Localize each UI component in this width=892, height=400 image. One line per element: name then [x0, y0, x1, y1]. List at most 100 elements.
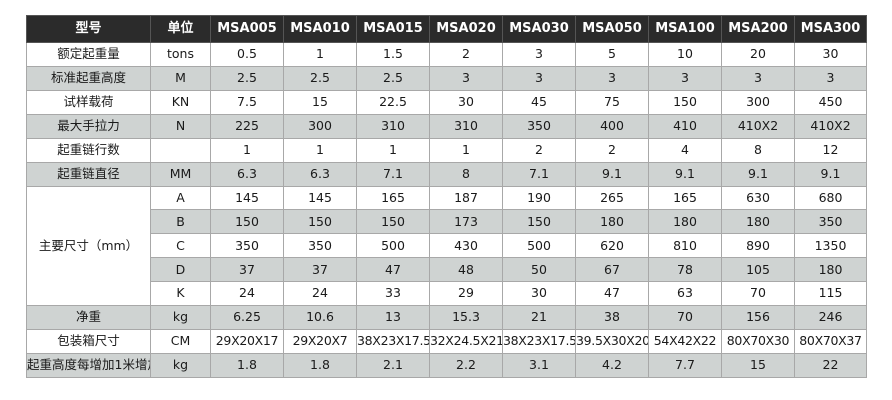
- row-label: 包装箱尺寸: [26, 329, 151, 354]
- table-row: 试样载荷 KN 7.5 15 22.5 30 45 75 150 300 450: [26, 89, 867, 115]
- value-cell: 20: [721, 42, 795, 67]
- value-cell: 190: [502, 185, 576, 211]
- unit-cell: kg: [150, 305, 211, 331]
- value-cell: 10.6: [283, 305, 357, 331]
- value-cell: 300: [283, 113, 357, 139]
- value-cell: 1: [429, 137, 503, 163]
- value-cell: 3: [575, 65, 649, 91]
- value-cell: 150: [648, 89, 722, 115]
- table-row: C 350 350 500 430 500 620 810 890 1350: [27, 233, 867, 259]
- unit-cell: K: [150, 281, 211, 307]
- unit-cell: [150, 137, 211, 163]
- value-cell: 350: [283, 233, 357, 259]
- value-cell: 24: [283, 281, 357, 307]
- table-row: B 150 150 150 173 150 180 180 180 350: [27, 209, 867, 235]
- unit-cell: A: [150, 185, 211, 211]
- value-cell: 29X20X7: [283, 329, 357, 354]
- header-cell: MSA050: [575, 15, 649, 43]
- value-cell: 15: [721, 352, 795, 379]
- value-cell: 9.1: [648, 161, 722, 187]
- value-cell: 80X70X37: [794, 329, 867, 354]
- value-cell: 48: [429, 257, 503, 283]
- value-cell: 3: [794, 65, 867, 91]
- spec-table: 型号 单位 MSA005 MSA010 MSA015 MSA020 MSA030…: [26, 15, 867, 379]
- value-cell: 67: [575, 257, 649, 283]
- value-cell: 78: [648, 257, 722, 283]
- value-cell: 500: [356, 233, 430, 259]
- value-cell: 75: [575, 89, 649, 115]
- value-cell: 2.1: [356, 352, 430, 379]
- value-cell: 400: [575, 113, 649, 139]
- row-label: 试样载荷: [26, 89, 151, 115]
- value-cell: 38X23X17.5: [356, 329, 430, 354]
- value-cell: 225: [210, 113, 284, 139]
- value-cell: 3: [502, 65, 576, 91]
- value-cell: 29: [429, 281, 503, 307]
- value-cell: 180: [721, 209, 795, 235]
- value-cell: 1.8: [210, 352, 284, 379]
- unit-cell: M: [150, 65, 211, 91]
- value-cell: 150: [356, 209, 430, 235]
- value-cell: 9.1: [794, 161, 867, 187]
- value-cell: 6.25: [210, 305, 284, 331]
- value-cell: 2: [575, 137, 649, 163]
- value-cell: 2: [429, 42, 503, 67]
- value-cell: 350: [502, 113, 576, 139]
- row-label: 标准起重高度: [26, 65, 151, 91]
- value-cell: 38: [575, 305, 649, 331]
- value-cell: 13: [356, 305, 430, 331]
- table-row: K 24 24 33 29 30 47 63 70 115: [27, 281, 867, 307]
- row-label: 起重链直径: [26, 161, 151, 187]
- value-cell: 1: [210, 137, 284, 163]
- value-cell: 2.2: [429, 352, 503, 379]
- dimensions-label: 主要尺寸（mm）: [26, 185, 151, 307]
- row-label: 额定起重量: [26, 42, 151, 67]
- value-cell: 7.1: [356, 161, 430, 187]
- header-cell: MSA100: [648, 15, 722, 43]
- value-cell: 620: [575, 233, 649, 259]
- value-cell: 6.3: [210, 161, 284, 187]
- value-cell: 246: [794, 305, 867, 331]
- value-cell: 38X23X17.5: [502, 329, 576, 354]
- value-cell: 310: [429, 113, 503, 139]
- value-cell: 3: [721, 65, 795, 91]
- value-cell: 50: [502, 257, 576, 283]
- value-cell: 21: [502, 305, 576, 331]
- value-cell: 1: [283, 137, 357, 163]
- value-cell: 173: [429, 209, 503, 235]
- value-cell: 150: [210, 209, 284, 235]
- value-cell: 430: [429, 233, 503, 259]
- value-cell: 32X24.5X21: [429, 329, 503, 354]
- header-cell: MSA015: [356, 15, 430, 43]
- value-cell: 410X2: [721, 113, 795, 139]
- value-cell: 9.1: [721, 161, 795, 187]
- value-cell: 54X42X22: [648, 329, 722, 354]
- header-cell: 单位: [150, 15, 211, 43]
- value-cell: 680: [794, 185, 867, 211]
- value-cell: 165: [356, 185, 430, 211]
- value-cell: 6.3: [283, 161, 357, 187]
- value-cell: 150: [283, 209, 357, 235]
- value-cell: 300: [721, 89, 795, 115]
- value-cell: 30: [502, 281, 576, 307]
- value-cell: 70: [721, 281, 795, 307]
- row-label: 最大手拉力: [26, 113, 151, 139]
- table-row: 额定起重量 tons 0.5 1 1.5 2 3 5 10 20 30: [26, 42, 867, 67]
- value-cell: 3: [502, 42, 576, 67]
- table-row: 主要尺寸（mm） A 145 145 165 187 190 265 165 6…: [26, 185, 867, 307]
- value-cell: 9.1: [575, 161, 649, 187]
- value-cell: 63: [648, 281, 722, 307]
- value-cell: 39.5X30X20: [575, 329, 649, 354]
- value-cell: 8: [721, 137, 795, 163]
- value-cell: 180: [575, 209, 649, 235]
- value-cell: 24: [210, 281, 284, 307]
- value-cell: 7.1: [502, 161, 576, 187]
- row-label: 起重高度每增加1米增加的重量: [26, 352, 151, 379]
- unit-cell: D: [150, 257, 211, 283]
- value-cell: 1.8: [283, 352, 357, 379]
- value-cell: 7.5: [210, 89, 284, 115]
- value-cell: 37: [210, 257, 284, 283]
- value-cell: 890: [721, 233, 795, 259]
- value-cell: 22.5: [356, 89, 430, 115]
- value-cell: 115: [794, 281, 867, 307]
